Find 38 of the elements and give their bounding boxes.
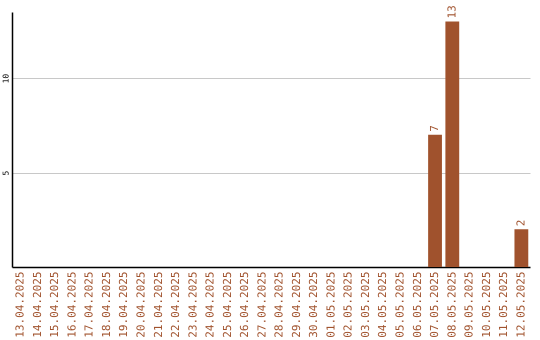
x-tick-label: 04.05.2025 (376, 272, 390, 338)
x-tick-label: 18.04.2025 (100, 272, 113, 338)
x-tick-label: 14.04.2025 (30, 272, 44, 338)
x-tick-label: 12.05.2025 (514, 272, 528, 338)
x-tick-label: 22.04.2025 (169, 272, 182, 338)
x-tick-label: 02.05.2025 (342, 272, 355, 338)
x-tick-label: 08.05.2025 (445, 272, 458, 338)
x-tick-label: 05.05.2025 (394, 272, 406, 338)
x-tick-label: 24.04.2025 (204, 272, 217, 338)
bar (445, 21, 460, 267)
x-tick-label: 13.04.2025 (14, 272, 27, 338)
x-tick-label: 25.04.2025 (220, 272, 234, 338)
x-tick-label: 06.05.2025 (410, 272, 424, 338)
x-tick-label: 09.05.2025 (462, 272, 476, 338)
y-tick-label: 5 (2, 170, 10, 176)
x-tick-label: 20.04.2025 (134, 272, 148, 338)
x-tick-label: 19.04.2025 (117, 272, 130, 338)
x-tick-label: 16.04.2025 (65, 272, 78, 338)
x-tick-label: 23.04.2025 (186, 272, 200, 338)
x-tick-label: 17.04.2025 (82, 272, 96, 338)
x-tick-label: 29.04.2025 (290, 272, 303, 338)
bar (514, 229, 528, 267)
x-tick-label: 11.05.2025 (497, 272, 510, 338)
x-tick-label: 15.04.2025 (48, 272, 62, 338)
x-tick-label: 28.04.2025 (272, 272, 286, 338)
x-tick-label: 07.05.2025 (428, 272, 442, 338)
x-tick-label: 03.05.2025 (358, 272, 372, 338)
bar (428, 134, 442, 267)
y-tick-label: 10 (2, 74, 10, 84)
x-tick-label: 30.04.2025 (307, 272, 320, 338)
x-tick-label: 10.05.2025 (480, 272, 493, 338)
data-label: 13 (445, 5, 458, 18)
x-tick-label: 26.04.2025 (238, 272, 252, 338)
x-tick-label: 01.05.2025 (324, 272, 338, 338)
data-label: 7 (428, 125, 442, 132)
x-tick-label: 21.04.2025 (152, 272, 165, 338)
data-label: 2 (514, 220, 528, 226)
x-tick-label: 27.04.2025 (255, 272, 268, 338)
